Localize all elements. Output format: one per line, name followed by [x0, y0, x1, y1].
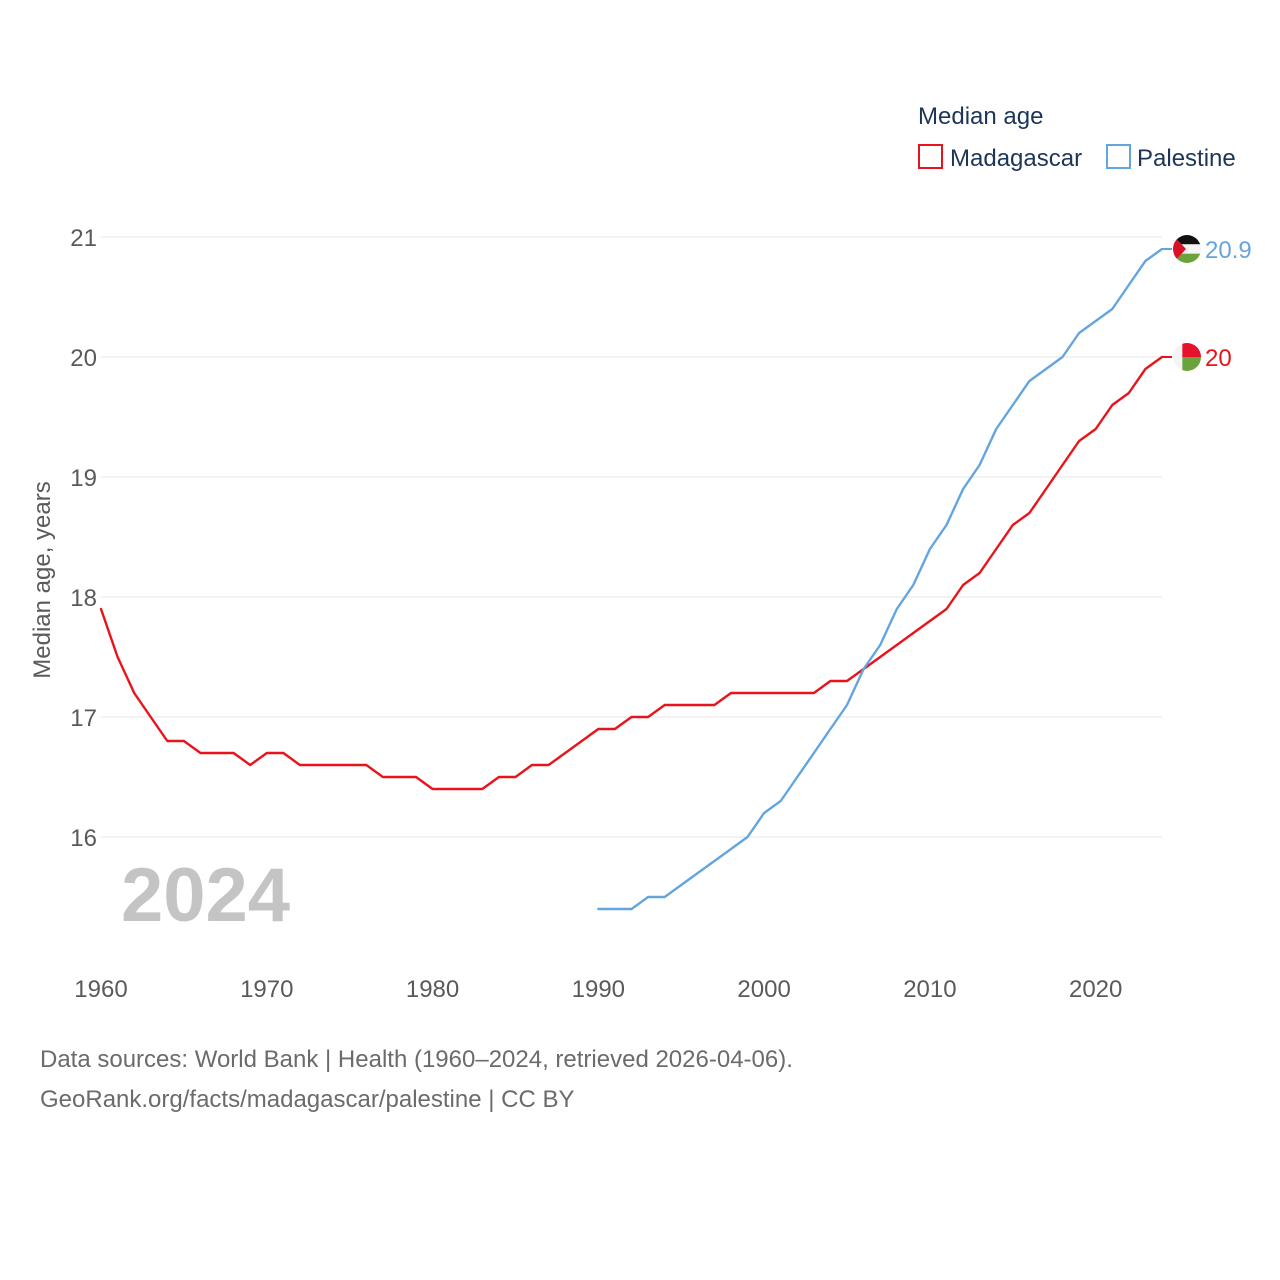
end-label-palestine: 20.9: [1205, 237, 1252, 264]
series-line-palestine: [597, 247, 1164, 911]
end-markers: 20 20.9: [1162, 235, 1252, 372]
legend-swatch-palestine: [1106, 144, 1131, 169]
y-axis-label: Median age, years: [29, 481, 56, 678]
legend-title: Median age: [918, 103, 1043, 130]
y-tick-label-17: 17: [70, 705, 97, 732]
y-tick-label-16: 16: [70, 825, 97, 852]
x-tick-label-1960: 1960: [74, 976, 127, 1003]
legend-label-madagascar: Madagascar: [950, 145, 1082, 172]
sources-line-2[interactable]: GeoRank.org/facts/madagascar/palestine |…: [40, 1086, 575, 1113]
x-tick-label-2000: 2000: [737, 976, 790, 1003]
y-tick-label-18: 18: [70, 585, 97, 612]
legend-item-palestine[interactable]: Palestine: [1106, 144, 1236, 172]
x-tick-label-2020: 2020: [1069, 976, 1122, 1003]
year-watermark: 2024: [121, 853, 290, 938]
y-tick-label-20: 20: [70, 345, 97, 372]
legend-item-madagascar[interactable]: Madagascar: [918, 144, 1082, 172]
x-axis-ticks: 1960 1970 1980 1990 2000 2010 2020: [74, 976, 1122, 1003]
x-tick-label-1970: 1970: [240, 976, 293, 1003]
series-layer: [99, 247, 1164, 911]
legend-label-palestine: Palestine: [1137, 145, 1236, 172]
legend-swatch-madagascar: [918, 144, 943, 169]
y-tick-label-19: 19: [70, 465, 97, 492]
sources-line-1: Data sources: World Bank | Health (1960–…: [40, 1046, 793, 1073]
x-tick-label-1980: 1980: [406, 976, 459, 1003]
series-line-madagascar: [99, 355, 1164, 791]
flag-green-band: [1173, 253, 1201, 263]
flag-white-band: [1173, 244, 1201, 254]
flag-red-triangle: [1173, 235, 1186, 263]
gridlines: [101, 236, 1162, 838]
palestine-flag: [1173, 235, 1201, 263]
end-label-madagascar: 20: [1205, 345, 1232, 372]
y-axis-ticks: 16 17 18 19 20 21: [70, 225, 97, 852]
flag-body-palestine: [1173, 235, 1201, 263]
x-tick-label-1990: 1990: [572, 976, 625, 1003]
legend[interactable]: Median age Madagascar Palestine: [918, 103, 1236, 172]
y-tick-label-21: 21: [70, 225, 97, 252]
data-sources: Data sources: World Bank | Health (1960–…: [40, 1040, 793, 1120]
x-tick-label-2010: 2010: [903, 976, 956, 1003]
flag-black-band: [1173, 235, 1201, 245]
